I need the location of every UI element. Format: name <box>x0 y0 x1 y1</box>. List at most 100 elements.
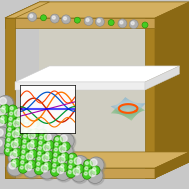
Circle shape <box>21 156 24 159</box>
Circle shape <box>59 146 66 153</box>
Circle shape <box>23 117 32 126</box>
Circle shape <box>9 150 26 167</box>
Circle shape <box>9 122 12 125</box>
Circle shape <box>23 122 32 131</box>
Circle shape <box>42 132 58 147</box>
Circle shape <box>52 169 55 172</box>
Circle shape <box>36 150 45 159</box>
Circle shape <box>142 22 148 28</box>
Circle shape <box>38 152 41 155</box>
Circle shape <box>97 19 100 22</box>
Circle shape <box>43 144 50 151</box>
Polygon shape <box>5 18 15 178</box>
Circle shape <box>9 162 16 169</box>
Circle shape <box>6 149 9 152</box>
Circle shape <box>67 169 75 178</box>
Circle shape <box>57 143 73 160</box>
Circle shape <box>23 162 40 179</box>
Circle shape <box>22 145 26 148</box>
Circle shape <box>11 158 20 167</box>
Circle shape <box>0 129 3 136</box>
Circle shape <box>5 142 14 151</box>
Circle shape <box>0 106 12 122</box>
Circle shape <box>69 165 72 168</box>
Circle shape <box>61 165 64 167</box>
Circle shape <box>15 139 18 142</box>
Circle shape <box>26 130 42 146</box>
Circle shape <box>19 159 28 168</box>
Circle shape <box>61 142 70 151</box>
Circle shape <box>28 120 45 137</box>
Circle shape <box>24 151 40 167</box>
Circle shape <box>40 136 43 139</box>
Circle shape <box>26 114 29 116</box>
Polygon shape <box>145 66 179 90</box>
Polygon shape <box>40 2 189 162</box>
Circle shape <box>70 155 73 158</box>
Circle shape <box>59 163 68 172</box>
Circle shape <box>20 149 29 157</box>
Circle shape <box>1 116 4 119</box>
Circle shape <box>13 137 22 146</box>
Circle shape <box>33 119 36 122</box>
Circle shape <box>12 119 29 136</box>
Circle shape <box>72 156 88 171</box>
Circle shape <box>77 166 80 169</box>
Circle shape <box>53 141 62 150</box>
Circle shape <box>24 129 27 132</box>
Circle shape <box>26 141 43 158</box>
Polygon shape <box>15 82 145 90</box>
Circle shape <box>86 19 89 22</box>
Circle shape <box>14 149 17 153</box>
Circle shape <box>9 117 12 120</box>
Circle shape <box>75 164 84 173</box>
Circle shape <box>22 127 31 136</box>
Circle shape <box>41 165 48 172</box>
Circle shape <box>55 143 58 146</box>
Circle shape <box>39 141 42 144</box>
Circle shape <box>63 143 66 146</box>
Circle shape <box>19 164 28 173</box>
Circle shape <box>68 158 77 167</box>
Circle shape <box>13 120 20 127</box>
Circle shape <box>89 170 96 177</box>
Circle shape <box>64 17 67 20</box>
Circle shape <box>10 107 13 110</box>
Circle shape <box>12 108 28 123</box>
Circle shape <box>8 110 17 119</box>
Circle shape <box>57 154 74 171</box>
Circle shape <box>58 133 74 149</box>
Circle shape <box>32 130 35 133</box>
Circle shape <box>25 152 42 168</box>
Polygon shape <box>155 152 189 178</box>
Circle shape <box>54 153 57 156</box>
Circle shape <box>54 136 63 145</box>
Circle shape <box>42 154 49 161</box>
Circle shape <box>51 162 60 171</box>
Circle shape <box>55 164 71 180</box>
Circle shape <box>73 156 90 173</box>
Circle shape <box>74 157 81 164</box>
Circle shape <box>91 166 100 175</box>
Circle shape <box>30 151 33 154</box>
Circle shape <box>37 162 40 165</box>
Circle shape <box>46 153 49 156</box>
Circle shape <box>60 152 69 161</box>
Circle shape <box>10 152 17 159</box>
Circle shape <box>23 135 26 138</box>
Circle shape <box>25 124 28 127</box>
Circle shape <box>50 167 60 176</box>
Circle shape <box>53 164 56 167</box>
Circle shape <box>21 138 30 147</box>
Circle shape <box>40 163 57 180</box>
Circle shape <box>36 168 39 170</box>
Circle shape <box>27 160 36 169</box>
Circle shape <box>25 163 32 170</box>
Circle shape <box>68 170 71 174</box>
Circle shape <box>31 118 40 127</box>
Circle shape <box>42 143 59 160</box>
Circle shape <box>30 15 33 17</box>
Circle shape <box>27 143 34 149</box>
Circle shape <box>45 140 54 149</box>
Circle shape <box>58 144 75 161</box>
